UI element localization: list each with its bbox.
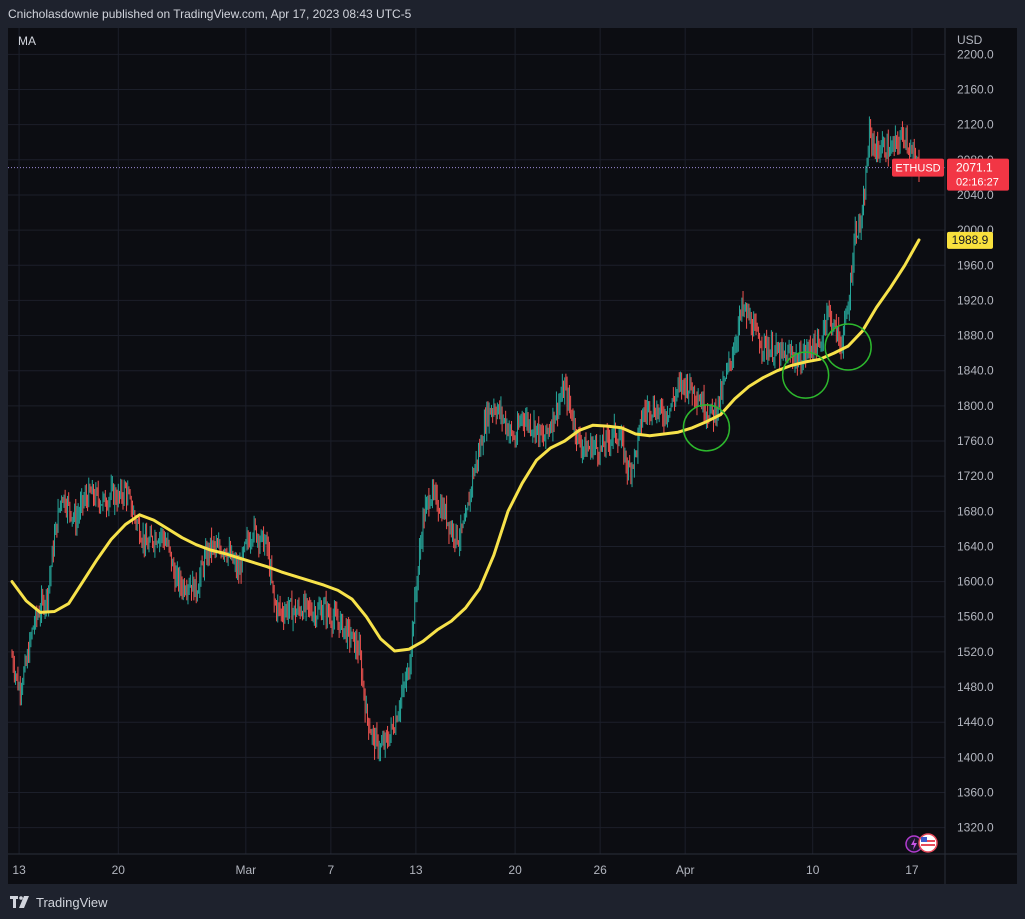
last-price-badge: ETHUSD 2071.1 02:16:27 <box>892 158 1009 191</box>
y-tick-label: 2040.0 <box>957 188 994 202</box>
y-tick-label: 1920.0 <box>957 293 994 307</box>
us-flag-stripes <box>921 840 935 842</box>
y-tick-label: 1720.0 <box>957 469 994 483</box>
highlight-circle <box>682 404 731 452</box>
footer-bar: TradingView <box>0 885 1025 919</box>
bar-countdown: 02:16:27 <box>956 177 999 189</box>
flag-icons[interactable] <box>905 833 938 853</box>
indicator-label[interactable]: MA <box>18 34 36 48</box>
ma-line <box>10 238 921 653</box>
x-tick-label: 20 <box>508 863 522 877</box>
highlight-circle <box>824 323 872 371</box>
y-tick-label: 1960.0 <box>957 258 994 272</box>
y-tick-label: 1520.0 <box>957 645 994 659</box>
y-tick-label: 2120.0 <box>957 118 994 132</box>
x-tick-label: 13 <box>12 863 26 877</box>
lightning-glyph <box>911 838 917 850</box>
y-tick-label: 1680.0 <box>957 504 994 518</box>
us-flag-icon[interactable] <box>918 833 938 853</box>
x-tick-label: 10 <box>806 863 820 877</box>
y-tick-label: 1640.0 <box>957 539 994 553</box>
x-tick-label: Mar <box>236 863 257 877</box>
us-flag-canton <box>921 837 927 842</box>
x-tick-label: 7 <box>328 863 335 877</box>
y-tick-label: 1360.0 <box>957 785 994 799</box>
time-axis[interactable]: 13 20 Mar 7 13 20 26 Apr 10 17 <box>12 863 919 877</box>
y-tick-label: 1600.0 <box>957 575 994 589</box>
y-tick-label: 1480.0 <box>957 680 994 694</box>
x-tick-label: 17 <box>905 863 919 877</box>
publish-info: Cnicholasdownie published on TradingView… <box>8 7 412 21</box>
x-tick-label: 26 <box>593 863 607 877</box>
x-tick-label: 20 <box>112 863 126 877</box>
ma-value-label: 1988.9 <box>952 233 989 247</box>
y-tick-label: 1440.0 <box>957 715 994 729</box>
y-tick-label: 2160.0 <box>957 83 994 97</box>
y-tick-label: 1800.0 <box>957 399 994 413</box>
y-tick-label: 1400.0 <box>957 750 994 764</box>
us-flag-stripes-2 <box>921 844 935 846</box>
y-tick-label: 1560.0 <box>957 610 994 624</box>
symbol-label: ETHUSD <box>895 163 940 175</box>
y-tick-label: 1760.0 <box>957 434 994 448</box>
x-tick-label: 13 <box>409 863 423 877</box>
y-tick-label: 1840.0 <box>957 364 994 378</box>
y-tick-label: 1320.0 <box>957 821 994 835</box>
tradingview-brand[interactable]: TradingView <box>36 894 108 910</box>
price-chart[interactable]: 1320.0 1360.0 1400.0 1440.0 1480.0 1520.0 1560… <box>8 28 1017 884</box>
axis-unit-label: USD <box>957 33 983 47</box>
highlight-circle <box>781 351 830 399</box>
annotation-circles <box>682 323 872 452</box>
y-tick-label: 1880.0 <box>957 329 994 343</box>
x-tick-label: Apr <box>676 863 695 877</box>
last-price-value: 2071.1 <box>956 161 993 175</box>
grid-lines <box>8 28 945 854</box>
candles-layer <box>11 116 920 762</box>
ma-value-badge: 1988.9 <box>947 231 993 249</box>
tradingview-logo-icon[interactable] <box>10 896 30 908</box>
y-tick-label: 2200.0 <box>957 47 994 61</box>
chart-container[interactable]: 1320.0 1360.0 1400.0 1440.0 1480.0 1520.0 1560… <box>8 28 1017 884</box>
